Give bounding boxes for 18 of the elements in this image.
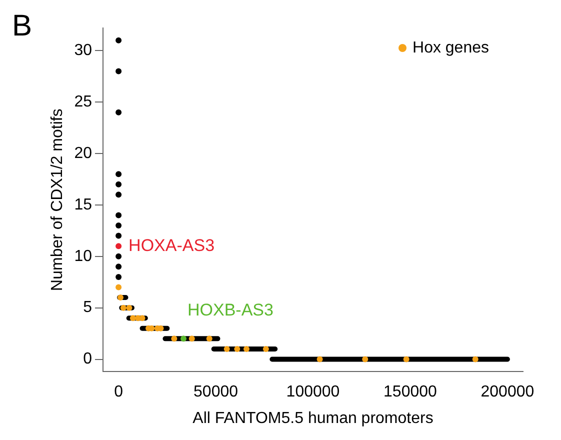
y-tick-label: 30 xyxy=(74,42,92,60)
x-tick-label: 100000 xyxy=(286,384,340,401)
y-tick-label: 5 xyxy=(83,299,92,316)
y-axis-title: Number of CDX1/2 motifs xyxy=(49,108,66,291)
x-tick-label: 200000 xyxy=(480,384,534,401)
y-tick-label: 20 xyxy=(74,144,92,162)
legend-label: Hox genes xyxy=(412,39,490,56)
x-axis-title: All FANTOM5.5 human promoters xyxy=(192,410,434,427)
y-tick-label: 25 xyxy=(74,93,92,110)
annotation: HOXB-AS3 xyxy=(187,300,274,320)
annotation: HOXA-AS3 xyxy=(128,236,215,255)
y-tick-label: 15 xyxy=(74,196,92,214)
y-tick-label: 0 xyxy=(83,350,92,368)
text: B xyxy=(12,9,32,42)
x-tick-label: 150000 xyxy=(384,384,438,401)
x-tick-label: 0 xyxy=(114,384,124,401)
x-tick-label: 50000 xyxy=(194,384,238,401)
y-tick-label: 10 xyxy=(74,248,92,265)
